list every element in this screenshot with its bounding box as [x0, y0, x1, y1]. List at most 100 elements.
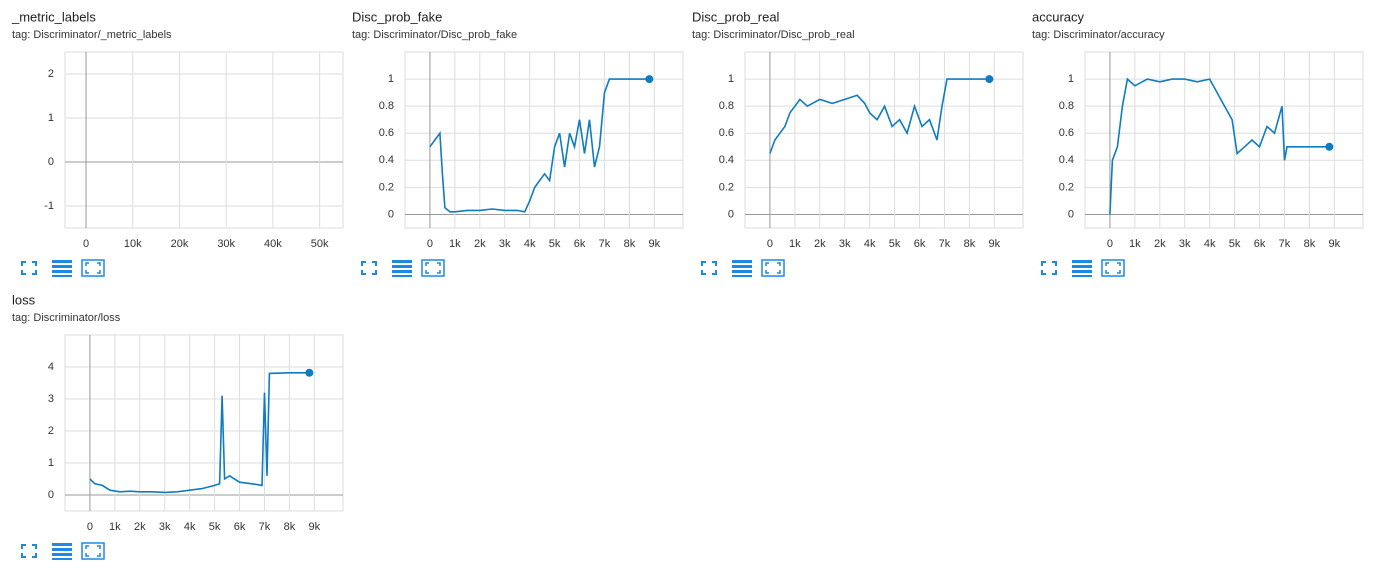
x-tick-label: 5k — [889, 238, 901, 250]
x-tick-label: 0 — [1107, 238, 1113, 250]
x-tick-label: 0 — [767, 238, 773, 250]
y-tick-label: 0.8 — [1059, 100, 1074, 112]
y-tick-label: 1 — [1068, 73, 1074, 85]
x-tick-label: 9k — [649, 238, 661, 250]
x-tick-label: 4k — [864, 238, 876, 250]
x-tick-label: 7k — [939, 238, 951, 250]
y-tick-label: 0 — [1068, 208, 1074, 220]
data-line — [769, 78, 990, 154]
x-tick-label: 1k — [789, 238, 801, 250]
x-tick-label: 30k — [217, 238, 235, 250]
chart-title: _metric_labels — [11, 9, 96, 24]
y-tick-label: 1 — [728, 73, 734, 85]
chart-title: Disc_prob_real — [692, 9, 780, 24]
x-tick-label: 8k — [624, 238, 636, 250]
fit-domain-button[interactable] — [761, 259, 785, 277]
x-tick-label: 5k — [549, 238, 561, 250]
x-tick-label: 4k — [524, 238, 536, 250]
y-tick-label: 0.6 — [1059, 127, 1074, 139]
plot-frame — [64, 334, 344, 512]
log-scale-button[interactable] — [52, 260, 72, 277]
y-tick-label: 2 — [48, 68, 54, 80]
x-tick-label: 3k — [1179, 238, 1191, 250]
log-scale-button[interactable] — [1072, 260, 1092, 277]
y-tick-label: 2 — [48, 425, 54, 437]
x-tick-label: 9k — [309, 521, 321, 533]
y-tick-label: 0.4 — [1059, 154, 1074, 166]
y-tick-label: 0 — [48, 156, 54, 168]
last-point — [985, 75, 994, 84]
x-tick-label: 7k — [259, 521, 271, 533]
x-tick-label: 4k — [184, 521, 196, 533]
x-tick-label: 8k — [964, 238, 976, 250]
x-tick-label: 7k — [1279, 238, 1291, 250]
last-point — [645, 75, 654, 84]
log-scale-button[interactable] — [732, 260, 752, 277]
x-tick-label: 1k — [109, 521, 121, 533]
chart-subtitle: tag: Discriminator/loss — [12, 312, 121, 324]
data-line — [1109, 77, 1330, 215]
x-tick-label: 50k — [311, 238, 329, 250]
chart-subtitle: tag: Discriminator/_metric_labels — [12, 29, 172, 41]
fit-domain-button[interactable] — [421, 259, 445, 277]
expand-button[interactable] — [1041, 261, 1057, 275]
x-tick-label: 2k — [1154, 238, 1166, 250]
y-tick-label: 4 — [48, 361, 54, 373]
x-tick-label: 4k — [1204, 238, 1216, 250]
x-tick-label: 3k — [159, 521, 171, 533]
y-tick-label: 0.2 — [1059, 181, 1074, 193]
chart-subtitle: tag: Discriminator/accuracy — [1032, 29, 1165, 41]
fit-domain-button[interactable] — [81, 542, 105, 560]
y-tick-label: 0.4 — [379, 154, 394, 166]
y-tick-label: 0.2 — [719, 181, 734, 193]
y-tick-label: -1 — [44, 200, 54, 212]
x-tick-label: 9k — [989, 238, 1001, 250]
y-tick-label: 0.8 — [379, 100, 394, 112]
expand-button[interactable] — [21, 261, 37, 275]
log-scale-button[interactable] — [392, 260, 412, 277]
x-tick-label: 8k — [1304, 238, 1316, 250]
y-tick-label: 0 — [388, 208, 394, 220]
fit-domain-button[interactable] — [81, 259, 105, 277]
y-tick-label: 0 — [728, 208, 734, 220]
x-tick-label: 3k — [839, 238, 851, 250]
expand-button[interactable] — [361, 261, 377, 275]
x-tick-label: 8k — [284, 521, 296, 533]
chart-title: loss — [12, 292, 36, 307]
y-tick-label: 3 — [48, 393, 54, 405]
y-tick-label: 0.6 — [379, 127, 394, 139]
last-point — [1325, 142, 1334, 151]
x-tick-label: 10k — [124, 238, 142, 250]
x-tick-label: 5k — [209, 521, 221, 533]
x-tick-label: 5k — [1229, 238, 1241, 250]
x-tick-label: 0 — [427, 238, 433, 250]
y-tick-label: 0.4 — [719, 154, 734, 166]
plot-frame — [744, 51, 1024, 229]
x-tick-label: 6k — [234, 521, 246, 533]
chart-title: Disc_prob_fake — [352, 9, 442, 24]
x-tick-label: 9k — [1329, 238, 1341, 250]
x-tick-label: 6k — [914, 238, 926, 250]
x-tick-label: 2k — [814, 238, 826, 250]
fit-domain-button[interactable] — [1101, 259, 1125, 277]
y-tick-label: 0.2 — [379, 181, 394, 193]
x-tick-label: 6k — [1254, 238, 1266, 250]
chart-subtitle: tag: Discriminator/Disc_prob_real — [692, 29, 855, 41]
plot-frame — [404, 51, 684, 229]
expand-button[interactable] — [701, 261, 717, 275]
data-line — [89, 372, 310, 494]
data-line — [429, 78, 650, 213]
chart-subtitle: tag: Discriminator/Disc_prob_fake — [352, 29, 517, 41]
log-scale-button[interactable] — [52, 543, 72, 560]
x-tick-label: 6k — [574, 238, 586, 250]
expand-button[interactable] — [21, 544, 37, 558]
x-tick-label: 7k — [599, 238, 611, 250]
x-tick-label: 0 — [87, 521, 93, 533]
x-tick-label: 1k — [1129, 238, 1141, 250]
last-point — [305, 368, 314, 377]
x-tick-label: 1k — [449, 238, 461, 250]
plot-frame — [64, 51, 344, 229]
x-tick-label: 3k — [499, 238, 511, 250]
chart-title: accuracy — [1032, 9, 1085, 24]
